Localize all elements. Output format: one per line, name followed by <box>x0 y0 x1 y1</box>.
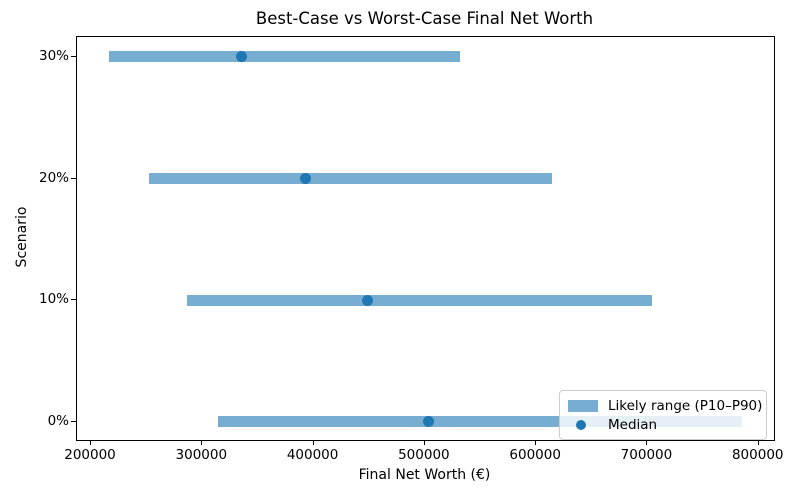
x-tick-mark-800000 <box>757 440 759 445</box>
range-bar-0% <box>217 416 743 428</box>
x-tick-label-300000: 300000 <box>175 447 228 463</box>
y-tick-mark-10% <box>71 299 76 301</box>
x-tick-label-700000: 700000 <box>620 447 673 463</box>
chart-title: Best-Case vs Worst-Case Final Net Worth <box>255 9 594 28</box>
x-tick-mark-600000 <box>535 440 537 445</box>
plot-area: Likely range (P10–P90) Median <box>76 36 775 441</box>
x-tick-mark-200000 <box>90 440 92 445</box>
x-axis-label: Final Net Worth (€) <box>358 467 491 483</box>
legend-row-range: Likely range (P10–P90) <box>568 396 762 415</box>
median-dot-icon <box>576 419 586 430</box>
median-dot-0% <box>422 416 434 428</box>
x-tick-label-500000: 500000 <box>398 447 450 463</box>
range-bar-20% <box>148 173 552 185</box>
y-axis-label: Scenario <box>14 206 30 268</box>
x-tick-mark-300000 <box>201 440 203 445</box>
median-dot-20% <box>300 173 312 185</box>
legend: Likely range (P10–P90) Median <box>559 390 767 440</box>
y-tick-mark-30% <box>71 55 76 57</box>
y-tick-mark-0% <box>71 420 76 422</box>
legend-median-label: Median <box>608 416 658 433</box>
y-tick-label-0%: 0% <box>47 412 69 429</box>
y-tick-mark-20% <box>71 177 76 179</box>
x-tick-label-200000: 200000 <box>64 447 116 463</box>
x-tick-mark-700000 <box>646 440 648 445</box>
y-tick-label-20%: 20% <box>38 169 69 186</box>
legend-range-label: Likely range (P10–P90) <box>608 397 763 414</box>
range-bar-10% <box>186 294 652 306</box>
x-tick-mark-400000 <box>312 440 314 445</box>
x-tick-label-600000: 600000 <box>509 447 561 463</box>
x-tick-label-400000: 400000 <box>286 447 339 463</box>
range-swatch-icon <box>568 399 598 412</box>
legend-row-median: Median <box>568 415 758 434</box>
x-tick-label-800000: 800000 <box>731 447 784 463</box>
median-dot-30% <box>235 51 247 63</box>
median-dot-10% <box>361 294 373 306</box>
range-bar-30% <box>108 51 461 63</box>
y-tick-label-30%: 30% <box>38 47 69 64</box>
y-tick-label-10%: 10% <box>38 291 69 308</box>
x-tick-mark-500000 <box>423 440 425 445</box>
